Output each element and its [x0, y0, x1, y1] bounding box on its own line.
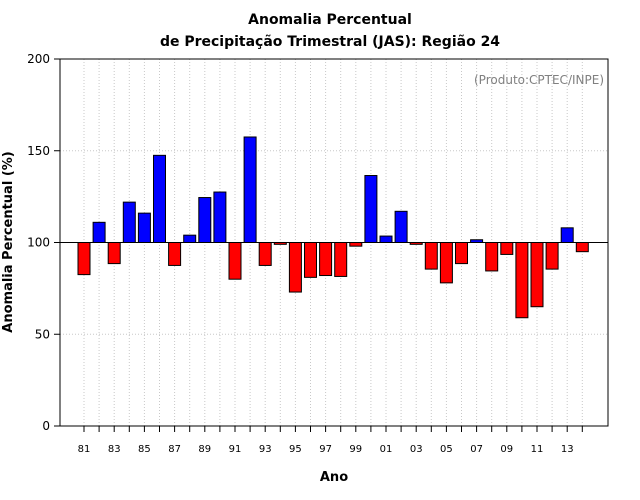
bar-10 [515, 242, 529, 319]
bar-07 [470, 239, 484, 243]
x-tick-label-81: 81 [78, 444, 91, 455]
x-tick-label-05: 05 [440, 444, 453, 455]
bar-85 [137, 212, 151, 243]
bar-84 [122, 201, 136, 244]
x-tick-label-07: 07 [470, 444, 483, 455]
bar-00 [364, 175, 378, 244]
bar-93 [258, 242, 272, 266]
bar-96 [304, 242, 317, 278]
bar-05 [439, 242, 453, 284]
bar-91 [228, 242, 242, 280]
bar-12 [545, 242, 559, 270]
x-tick-label-09: 09 [500, 444, 513, 455]
bar-09 [500, 242, 514, 255]
bar-86 [153, 154, 166, 243]
y-tick-label-150: 150 [27, 144, 50, 158]
x-tick-label-13: 13 [561, 444, 574, 455]
bar-02 [394, 210, 408, 243]
bar-01 [379, 235, 393, 243]
x-tick-label-11: 11 [531, 444, 544, 455]
bar-06 [455, 242, 468, 265]
bar-90 [213, 191, 227, 244]
x-tick-label-95: 95 [289, 444, 302, 455]
x-tick-label-85: 85 [138, 444, 151, 455]
bar-89 [198, 197, 212, 243]
bar-92 [243, 136, 257, 243]
bar-81 [77, 242, 91, 276]
x-tick-label-01: 01 [380, 444, 393, 455]
x-tick-label-03: 03 [410, 444, 423, 455]
x-tick-label-89: 89 [198, 444, 211, 455]
x-tick-label-83: 83 [108, 444, 121, 455]
bar-95 [288, 242, 302, 293]
x-tick-label-91: 91 [229, 444, 242, 455]
bar-03 [409, 242, 423, 245]
y-axis-label: Anomalia Percentual (%) [1, 151, 16, 332]
bar-87 [168, 242, 182, 266]
source-annotation: (Produto:CPTEC/INPE) [474, 73, 604, 87]
bars-layer [77, 136, 589, 319]
bar-82 [92, 221, 106, 244]
y-tick-label-0: 0 [42, 419, 50, 433]
y-tick-label-50: 50 [35, 327, 50, 341]
bar-83 [107, 242, 121, 265]
x-tick-label-97: 97 [319, 444, 332, 455]
bar-14 [575, 242, 589, 253]
chart-title: Anomalia Percentual [248, 12, 412, 28]
bar-99 [349, 242, 363, 247]
y-tick-label-200: 200 [27, 52, 50, 66]
bar-94 [273, 242, 287, 245]
bar-11 [530, 242, 544, 308]
x-tick-label-99: 99 [349, 444, 362, 455]
bar-98 [334, 242, 348, 277]
y-axis: 0 50 100 150 200 [27, 52, 60, 433]
x-tick-label-87: 87 [168, 444, 181, 455]
bar-04 [424, 242, 438, 270]
y-tick-label-100: 100 [27, 236, 50, 250]
x-axis: 81 83 85 87 89 91 93 95 97 99 01 03 05 07 09 11 13 [78, 426, 583, 455]
bar-08 [485, 242, 499, 272]
bar-13 [560, 227, 574, 244]
chart-subtitle: de Precipitação Trimestral (JAS): Região… [160, 34, 500, 50]
x-axis-label: Ano [320, 470, 348, 485]
bar-88 [183, 234, 197, 244]
bar-97 [319, 242, 333, 277]
x-tick-label-93: 93 [259, 444, 272, 455]
